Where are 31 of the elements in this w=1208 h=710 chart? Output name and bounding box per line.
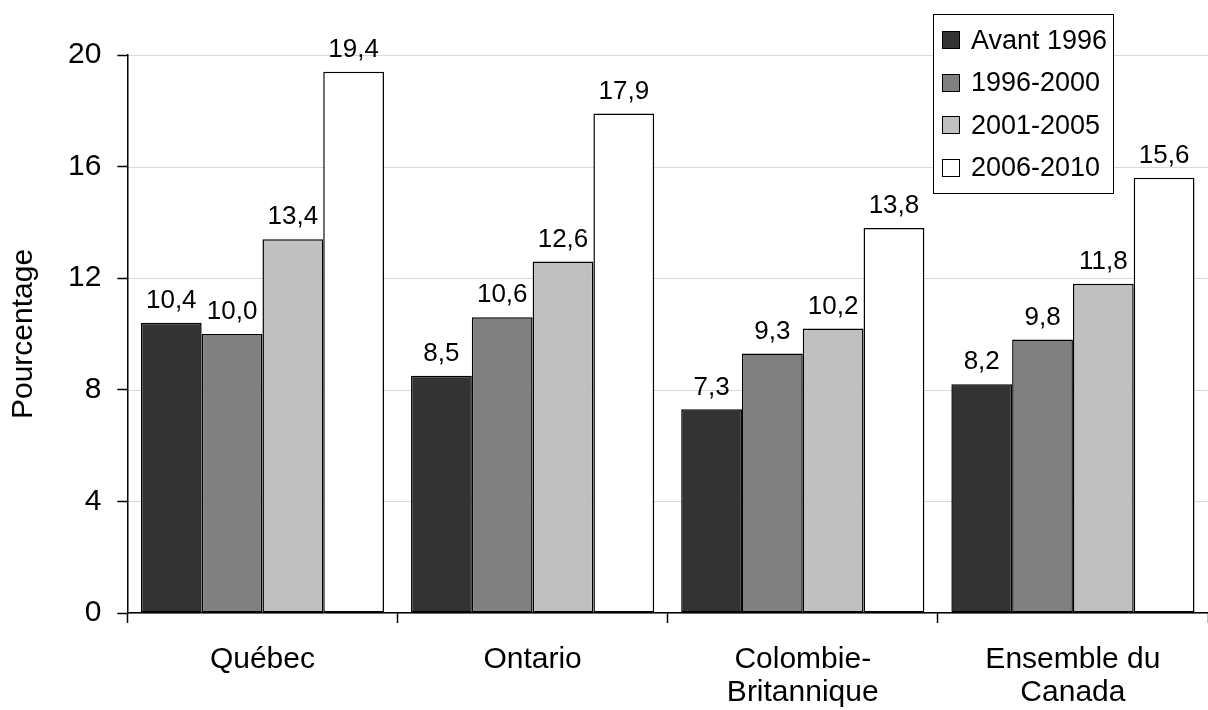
data-label: 13,4 — [267, 200, 319, 231]
data-label: 11,8 — [1078, 244, 1128, 275]
data-label: 10,4 — [145, 284, 197, 315]
y-tick-label: 8 — [84, 371, 102, 405]
x-tick-label: Ensemble du Canada — [985, 640, 1161, 707]
y-tick-label: 4 — [84, 482, 102, 516]
data-label: 15,6 — [1138, 138, 1190, 169]
y-tick-label: 12 — [67, 259, 102, 293]
data-label: 8,2 — [963, 345, 1000, 376]
x-tick-label: Ontario — [483, 640, 582, 674]
data-label: 10,0 — [206, 295, 258, 326]
y-tick-label: 16 — [67, 147, 102, 181]
data-label: 17,9 — [598, 74, 650, 105]
legend-label: 2001-2005 — [970, 109, 1100, 141]
series-label: 2006-2010 — [970, 152, 1100, 184]
data-label: 8,5 — [423, 337, 460, 368]
data-label: 10,2 — [807, 289, 859, 320]
x-tick-label: Québec — [209, 640, 315, 674]
data-label: 9,3 — [754, 314, 791, 345]
x-tick-label: Colombie-Britannique — [726, 640, 879, 707]
data-label: 13,8 — [868, 189, 920, 220]
data-label: 7,3 — [693, 370, 730, 401]
data-label: 9,8 — [1024, 300, 1061, 331]
legend-label: 1996-2000 — [970, 67, 1100, 99]
legend-label: Avant 1996 — [970, 24, 1107, 56]
y-tick-label: 20 — [67, 36, 102, 70]
y-tick-label: 0 — [84, 594, 102, 628]
data-label: 10,6 — [476, 278, 528, 309]
y-axis-title: Pourcentage — [5, 248, 39, 420]
data-label: 12,6 — [537, 222, 589, 253]
data-label: 19,4 — [328, 32, 379, 63]
